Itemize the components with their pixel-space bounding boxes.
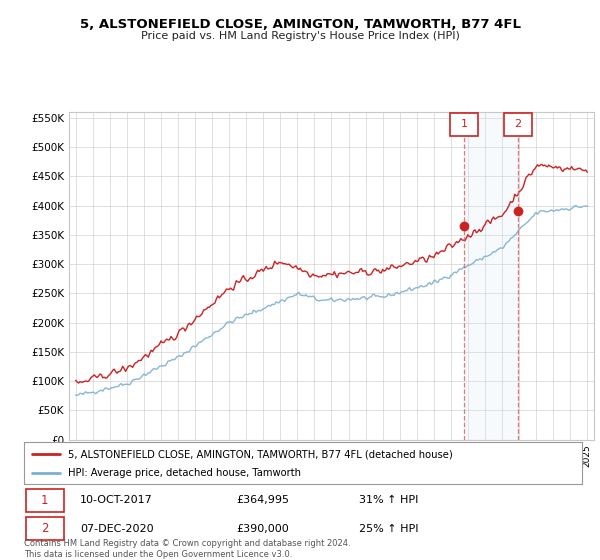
Text: 5, ALSTONEFIELD CLOSE, AMINGTON, TAMWORTH, B77 4FL (detached house): 5, ALSTONEFIELD CLOSE, AMINGTON, TAMWORT… bbox=[68, 449, 452, 459]
Text: 07-DEC-2020: 07-DEC-2020 bbox=[80, 524, 154, 534]
FancyBboxPatch shape bbox=[26, 489, 64, 511]
Text: £390,000: £390,000 bbox=[236, 524, 289, 534]
FancyBboxPatch shape bbox=[26, 517, 64, 540]
Text: HPI: Average price, detached house, Tamworth: HPI: Average price, detached house, Tamw… bbox=[68, 469, 301, 478]
Text: 1: 1 bbox=[461, 119, 467, 129]
FancyBboxPatch shape bbox=[503, 113, 532, 136]
Text: 1: 1 bbox=[41, 493, 49, 507]
Text: Contains HM Land Registry data © Crown copyright and database right 2024.
This d: Contains HM Land Registry data © Crown c… bbox=[24, 539, 350, 559]
Text: 31% ↑ HPI: 31% ↑ HPI bbox=[359, 495, 418, 505]
Text: 2: 2 bbox=[514, 119, 521, 129]
Text: Price paid vs. HM Land Registry's House Price Index (HPI): Price paid vs. HM Land Registry's House … bbox=[140, 31, 460, 41]
Text: 25% ↑ HPI: 25% ↑ HPI bbox=[359, 524, 418, 534]
FancyBboxPatch shape bbox=[450, 113, 478, 136]
Text: 5, ALSTONEFIELD CLOSE, AMINGTON, TAMWORTH, B77 4FL: 5, ALSTONEFIELD CLOSE, AMINGTON, TAMWORT… bbox=[79, 18, 521, 31]
Text: 2: 2 bbox=[41, 522, 49, 535]
Text: 10-OCT-2017: 10-OCT-2017 bbox=[80, 495, 152, 505]
Text: £364,995: £364,995 bbox=[236, 495, 289, 505]
